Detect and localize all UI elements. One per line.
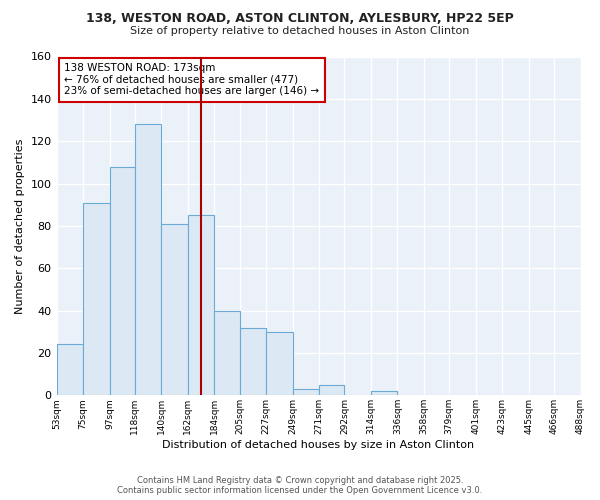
Bar (56, 344, 83, 396)
Bar (239, 328, 266, 396)
Bar (293, 389, 319, 396)
Text: Size of property relative to detached houses in Aston Clinton: Size of property relative to detached ho… (130, 26, 470, 36)
Y-axis label: Number of detached properties: Number of detached properties (15, 138, 25, 314)
Bar (214, 310, 239, 396)
Text: 138, WESTON ROAD, ASTON CLINTON, AYLESBURY, HP22 5EP: 138, WESTON ROAD, ASTON CLINTON, AYLESBU… (86, 12, 514, 26)
Bar (371, 391, 397, 396)
Bar (83, 202, 110, 396)
Bar (161, 224, 188, 396)
Text: Contains HM Land Registry data © Crown copyright and database right 2025.
Contai: Contains HM Land Registry data © Crown c… (118, 476, 482, 495)
X-axis label: Distribution of detached houses by size in Aston Clinton: Distribution of detached houses by size … (163, 440, 475, 450)
Bar (110, 166, 135, 396)
Text: 138 WESTON ROAD: 173sqm
← 76% of detached houses are smaller (477)
23% of semi-d: 138 WESTON ROAD: 173sqm ← 76% of detache… (64, 64, 320, 96)
Bar (319, 384, 344, 396)
Bar (188, 216, 214, 396)
Bar (135, 124, 161, 396)
Bar (266, 332, 293, 396)
